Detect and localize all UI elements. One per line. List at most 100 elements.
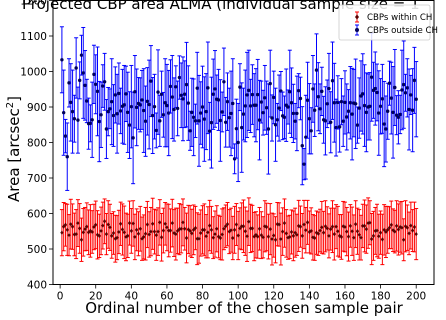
data-point — [396, 90, 401, 145]
data-point — [159, 70, 164, 118]
data-point — [319, 66, 324, 117]
data-marker — [213, 87, 217, 91]
data-marker — [243, 229, 247, 234]
data-marker — [87, 230, 91, 235]
data-marker — [227, 115, 231, 120]
data-marker — [281, 229, 285, 234]
data-point — [344, 83, 349, 151]
data-marker — [110, 99, 114, 104]
data-marker — [179, 93, 183, 97]
data-marker — [135, 227, 139, 233]
data-point — [296, 199, 301, 252]
data-marker — [250, 226, 255, 231]
data-marker — [195, 236, 199, 241]
data-marker — [90, 229, 94, 235]
data-marker — [200, 105, 205, 109]
data-marker — [402, 237, 406, 242]
legend-marker — [355, 28, 359, 32]
data-marker — [330, 224, 335, 229]
data-point — [302, 148, 307, 181]
data-marker — [145, 222, 149, 227]
data-marker — [273, 237, 278, 242]
data-marker — [268, 81, 272, 86]
data-marker — [411, 228, 415, 233]
data-point — [196, 74, 201, 167]
data-point — [188, 205, 193, 257]
data-marker — [409, 223, 413, 228]
data-point — [337, 101, 342, 153]
data-marker — [145, 99, 150, 104]
data-point — [83, 50, 88, 121]
legend: CBPs within CH CBPs outside CH — [338, 4, 438, 41]
data-marker — [334, 125, 338, 130]
data-marker — [120, 227, 125, 232]
data-point — [332, 207, 337, 261]
data-marker — [72, 232, 76, 237]
data-marker — [320, 89, 324, 94]
data-point — [163, 201, 168, 246]
data-marker — [398, 224, 402, 230]
data-marker — [296, 88, 301, 93]
data-point — [362, 199, 367, 253]
data-point — [109, 58, 114, 146]
data-marker — [218, 118, 223, 123]
data-marker — [291, 233, 295, 239]
data-point — [380, 213, 385, 266]
data-marker — [263, 96, 267, 100]
data-marker — [327, 86, 331, 91]
data-marker — [382, 227, 386, 233]
data-marker — [143, 231, 148, 236]
data-marker — [377, 234, 381, 239]
data-marker — [273, 123, 278, 127]
x-tick-label: 180 — [371, 291, 391, 303]
data-marker — [94, 82, 98, 86]
data-marker — [149, 229, 153, 234]
data-marker — [129, 228, 133, 234]
data-marker — [216, 98, 221, 102]
data-marker — [298, 224, 303, 229]
data-point — [218, 215, 223, 261]
data-marker — [95, 89, 100, 94]
y-tick-label: 1200 — [20, 0, 47, 8]
data-marker — [156, 229, 160, 234]
plot-frame — [52, 0, 435, 285]
y-tick-label: 400 — [27, 280, 47, 292]
data-marker — [76, 220, 80, 226]
data-marker — [309, 228, 313, 234]
data-marker — [175, 106, 180, 111]
data-marker — [202, 227, 206, 233]
data-marker — [249, 226, 253, 231]
data-marker — [409, 93, 413, 97]
data-marker — [181, 220, 185, 225]
y-tick-label: 700 — [27, 173, 47, 185]
data-marker — [231, 101, 235, 106]
data-marker — [282, 115, 287, 119]
data-marker — [110, 233, 114, 239]
data-marker — [272, 95, 276, 100]
data-marker — [405, 225, 409, 230]
data-point — [355, 207, 360, 255]
data-point — [193, 103, 198, 139]
data-marker — [115, 235, 119, 240]
legend-marker — [355, 14, 359, 20]
data-marker — [67, 81, 71, 85]
data-point — [414, 61, 419, 138]
data-marker — [350, 112, 354, 116]
data-marker — [199, 230, 203, 236]
data-marker — [316, 231, 320, 236]
data-point — [252, 211, 257, 262]
data-point — [323, 200, 328, 253]
data-marker — [389, 222, 393, 228]
data-marker — [197, 119, 201, 123]
data-marker — [368, 220, 372, 225]
y-tick-label: 1100 — [20, 31, 47, 43]
data-marker — [395, 223, 399, 229]
x-tick-label: 20 — [89, 291, 102, 303]
data-marker — [118, 109, 123, 113]
data-marker — [99, 228, 103, 234]
data-point — [95, 210, 100, 260]
data-marker — [218, 235, 222, 241]
data-marker — [265, 224, 269, 230]
data-point — [115, 215, 120, 261]
